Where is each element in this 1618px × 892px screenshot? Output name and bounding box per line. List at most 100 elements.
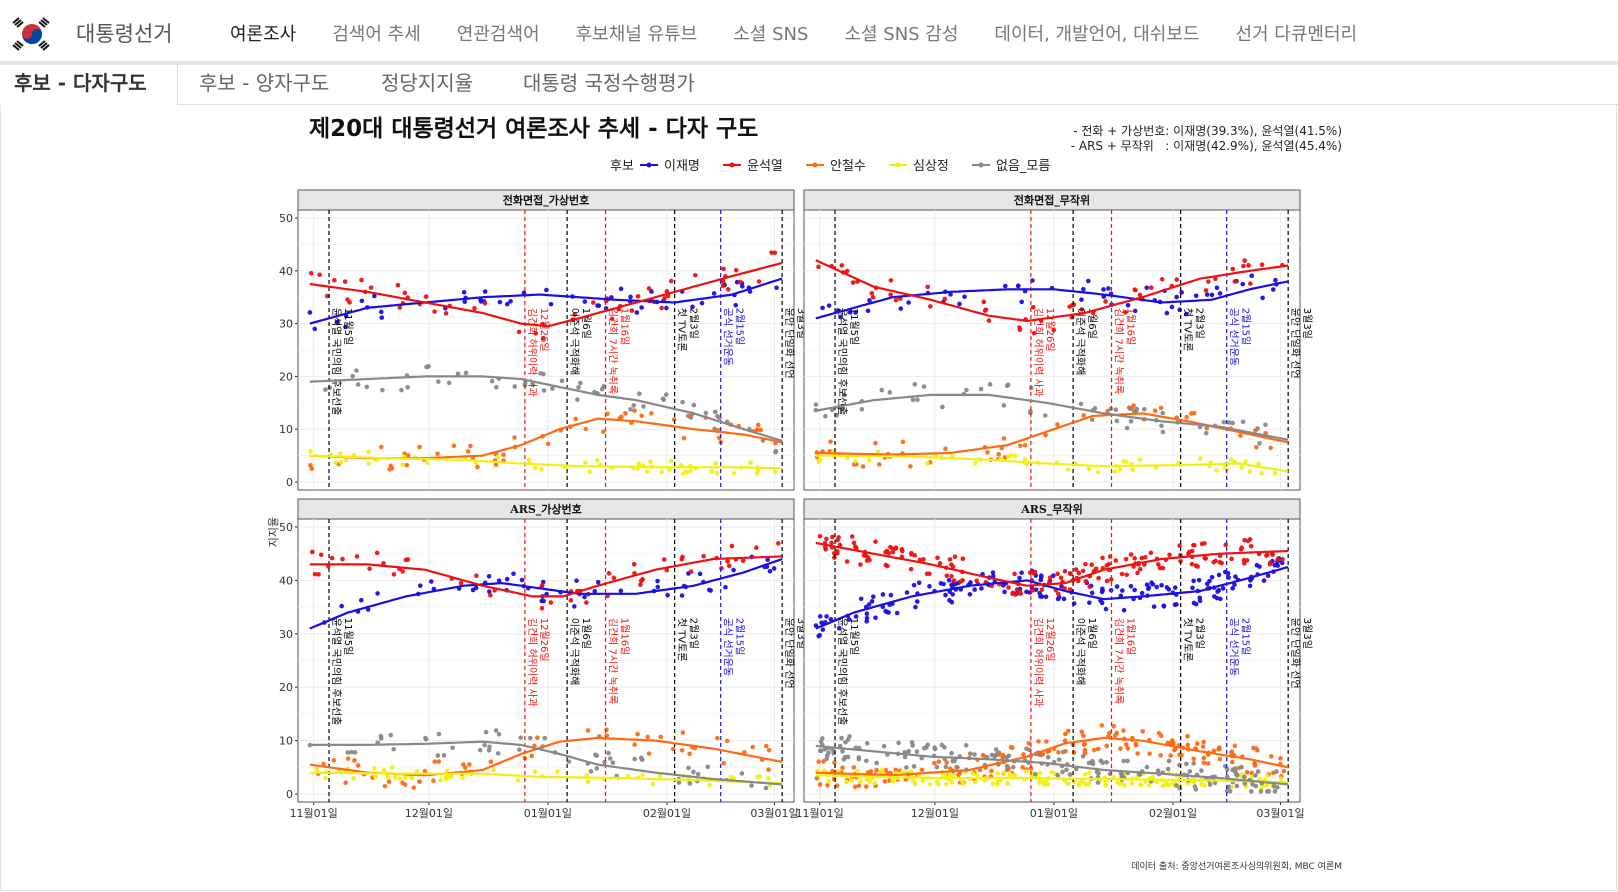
brand-title[interactable]: 대통령선거 — [76, 22, 173, 46]
data-point — [403, 557, 409, 563]
event-date-label: 11월5일 — [848, 618, 860, 656]
data-point — [593, 752, 598, 758]
data-point — [863, 553, 869, 559]
data-point — [1125, 745, 1131, 751]
data-point — [695, 771, 701, 777]
data-point — [660, 396, 666, 402]
data-point — [1243, 459, 1248, 464]
nav-item-related-search[interactable]: 연관검색어 — [456, 24, 540, 45]
event-date-label: 1월16일 — [1125, 618, 1137, 656]
data-point — [888, 592, 894, 598]
facet-title: 전화면접_무작위 — [1014, 193, 1090, 208]
data-point — [1280, 556, 1285, 562]
data-point — [1001, 583, 1006, 588]
data-point — [820, 305, 825, 311]
data-point — [1263, 422, 1268, 428]
data-point — [687, 781, 693, 786]
event-date-label: 3월3일 — [1301, 618, 1313, 649]
tab-party-support[interactable]: 정당지지율 — [381, 71, 473, 95]
data-point — [756, 279, 762, 284]
data-point — [921, 745, 927, 751]
nav-item-data-dashboard[interactable]: 데이터, 개발언어, 대쉬보드 — [994, 24, 1200, 45]
data-point — [1249, 789, 1254, 794]
korea-flag-icon[interactable] — [10, 14, 54, 54]
data-point — [1252, 760, 1257, 766]
data-point — [1140, 728, 1146, 734]
data-point — [822, 746, 828, 752]
tab-president-approval[interactable]: 대통령 국정수행평가 — [523, 71, 695, 95]
data-point — [649, 410, 654, 416]
y-tick-label: 40 — [279, 574, 293, 587]
tab-multi-candidate[interactable]: 후보 - 다자구도 — [0, 65, 178, 105]
data-point — [883, 767, 889, 773]
data-point — [1017, 575, 1022, 581]
data-point — [858, 596, 864, 602]
event-date-label: 12월26일 — [538, 308, 550, 352]
legend-marker — [978, 162, 984, 168]
nav-item-sns-sentiment[interactable]: 소셜 SNS 감성 — [844, 24, 959, 45]
data-point — [731, 470, 737, 476]
data-point — [491, 767, 497, 773]
nav-item-search-trend[interactable]: 검색어 추세 — [332, 24, 421, 45]
data-point — [355, 382, 361, 387]
data-point — [397, 776, 403, 782]
data-point — [1226, 575, 1231, 580]
nav-item-documentary[interactable]: 선거 다큐멘터리 — [1235, 24, 1358, 45]
data-point — [986, 318, 992, 323]
data-point — [1217, 756, 1223, 762]
data-point — [1238, 433, 1243, 438]
data-point — [943, 592, 948, 598]
data-point — [1055, 571, 1060, 577]
data-point — [1263, 783, 1269, 788]
nav-item-youtube[interactable]: 후보채널 유튜브 — [575, 24, 698, 45]
data-point — [688, 415, 694, 420]
event-label: 공식 선거운동 — [1228, 618, 1240, 676]
data-point — [893, 546, 898, 551]
data-point — [1100, 588, 1105, 593]
data-point — [886, 550, 892, 556]
data-point — [1163, 782, 1168, 787]
data-point — [1121, 728, 1126, 733]
data-point — [372, 293, 377, 299]
data-point — [411, 785, 417, 791]
data-point — [1123, 459, 1129, 464]
data-point — [856, 783, 862, 789]
data-point — [1125, 758, 1130, 764]
legend-marker — [646, 162, 652, 168]
nav-item-social-sns[interactable]: 소셜 SNS — [733, 24, 809, 45]
data-point — [869, 290, 875, 296]
data-point — [1230, 420, 1235, 426]
data-point — [944, 760, 950, 765]
event-date-label: 11월5일 — [342, 618, 354, 656]
data-point — [712, 409, 718, 415]
data-point — [967, 592, 973, 597]
data-point — [1132, 587, 1137, 593]
data-point — [712, 426, 717, 432]
data-point — [952, 554, 958, 559]
data-point — [839, 735, 844, 741]
data-point — [1260, 295, 1265, 301]
data-point — [766, 747, 772, 753]
tab-two-candidate[interactable]: 후보 - 양자구도 — [199, 71, 330, 95]
data-point — [1113, 407, 1119, 412]
data-point — [823, 413, 828, 419]
data-point — [728, 774, 734, 780]
trend-line — [815, 774, 1289, 784]
data-point — [312, 326, 318, 332]
data-point — [817, 614, 823, 619]
data-point — [1123, 556, 1129, 562]
data-point — [1143, 554, 1148, 560]
data-point — [1082, 747, 1088, 753]
data-point — [1137, 566, 1143, 572]
data-point — [1147, 751, 1152, 756]
data-point — [851, 540, 857, 546]
data-point — [874, 760, 879, 766]
data-point — [1257, 776, 1262, 782]
data-point — [610, 760, 616, 765]
data-point — [1031, 330, 1037, 336]
data-point — [482, 742, 487, 748]
data-point — [899, 547, 905, 552]
data-point — [1265, 573, 1271, 579]
data-point — [1148, 550, 1154, 556]
nav-item-polls[interactable]: 여론조사 — [230, 24, 297, 45]
